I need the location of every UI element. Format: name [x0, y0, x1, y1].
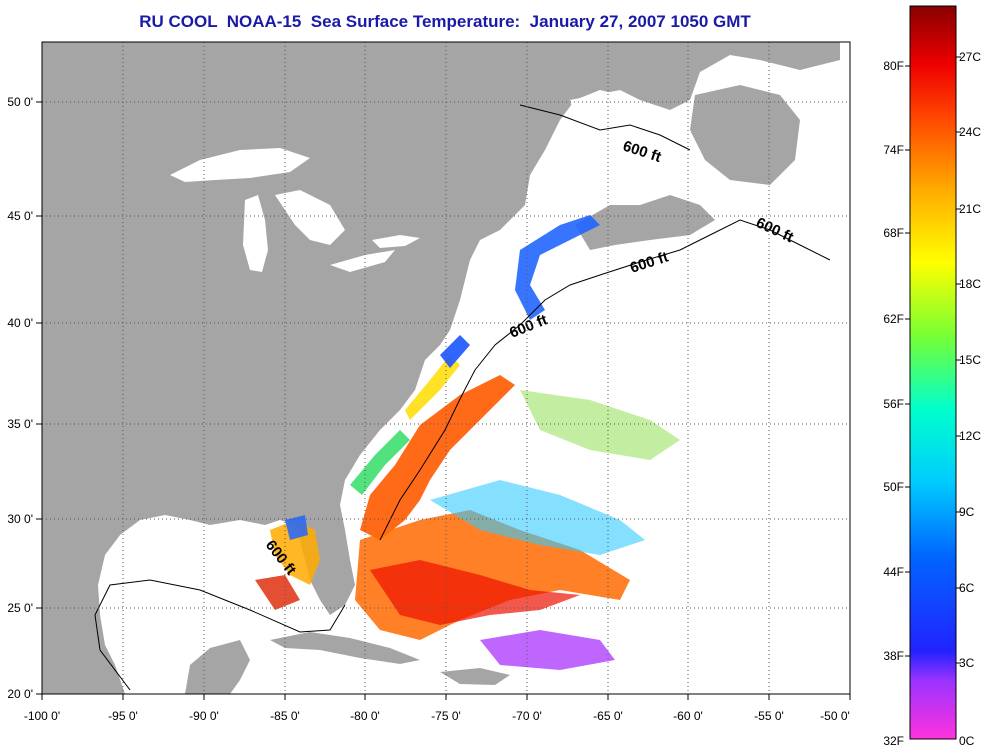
sst-swath [255, 215, 680, 670]
sst-offshore-green [520, 390, 680, 460]
isobath-600ft-gulf [94, 579, 346, 691]
sst-purple-south [480, 630, 615, 670]
colorbar-label-f: 44F [883, 565, 904, 579]
sst-gulf-red [255, 575, 300, 610]
grid-lines [42, 42, 850, 694]
x-tick-label: -100 0' [24, 709, 60, 723]
land-maritimes [575, 195, 715, 250]
x-tick-label: -75 0' [431, 709, 461, 723]
map-title: RU COOL NOAA-15 Sea Surface Temperature:… [139, 12, 751, 31]
colorbar-label-f: 56F [883, 397, 904, 411]
x-axis-labels: -100 0' -95 0' -90 0' -85 0' -80 0' -75 … [24, 709, 850, 723]
sst-shelf-yellow [405, 355, 460, 420]
y-tick-label: 20 0' [7, 687, 33, 701]
colorbar-label-f: 38F [883, 649, 904, 663]
x-tick-label: -65 0' [593, 709, 623, 723]
isobath-600ft [94, 104, 831, 691]
y-tick-label: 25 0' [7, 601, 33, 615]
y-axis-labels: 20 0' 25 0' 30 0' 35 0' 40 0' 45 0' 50 0… [7, 95, 33, 701]
land-cuba [270, 632, 420, 664]
x-tick-label: -95 0' [108, 709, 138, 723]
isobath-600ft-gom [519, 104, 691, 151]
colorbar-label-c: 3C [959, 656, 975, 670]
colorbar-label-f: 32F [883, 734, 904, 748]
land-yucatan [185, 640, 250, 694]
land-north-america [42, 42, 840, 694]
colorbar-label-c: 15C [959, 353, 981, 367]
colorbar-label-c: 21C [959, 202, 981, 216]
colorbar-label-f: 74F [883, 143, 904, 157]
colorbar-label-f: 80F [883, 59, 904, 73]
colorbar-label-c: 6C [959, 581, 975, 595]
x-tick-label: -60 0' [673, 709, 703, 723]
sst-gulf-blue [285, 515, 308, 540]
x-tick-label: -55 0' [754, 709, 784, 723]
x-tick-label: -80 0' [350, 709, 380, 723]
gulf-st-lawrence [570, 90, 700, 195]
y-tick-label: 50 0' [7, 95, 33, 109]
y-tick-label: 35 0' [7, 417, 33, 431]
colorbar-label-f: 62F [883, 312, 904, 326]
lake-superior [170, 148, 310, 182]
lake-erie [330, 250, 395, 272]
sst-south-red [370, 560, 580, 625]
lake-huron [275, 190, 345, 245]
tick-marks [36, 101, 851, 700]
colorbar-label-c: 24C [959, 125, 981, 139]
sst-gulf-stream-orange [360, 375, 515, 540]
colorbar-bar [909, 5, 957, 740]
sst-coastal-blue [440, 335, 470, 368]
land-hispaniola [440, 668, 510, 685]
colorbar-label-c: 27C [959, 50, 981, 64]
land-newfoundland [690, 85, 800, 185]
colorbar-celsius-labels: 27C 24C 21C 18C 15C 12C 9C 6C 3C 0C [959, 50, 981, 748]
sst-gulf-maine-blue [515, 215, 600, 320]
x-tick-label: -85 0' [270, 709, 300, 723]
x-tick-label: -70 0' [512, 709, 542, 723]
lake-michigan [243, 195, 268, 272]
y-tick-label: 30 0' [7, 512, 33, 526]
colorbar-label-c: 0C [959, 734, 975, 748]
x-tick-label: -50 0' [820, 709, 850, 723]
sst-gulf-florida [270, 520, 320, 585]
colorbar-ticks [905, 56, 961, 664]
isobath-600ft-east [379, 219, 831, 541]
colorbar-label-c: 12C [959, 429, 981, 443]
y-tick-label: 40 0' [7, 316, 33, 330]
colorbar-label-f: 50F [883, 480, 904, 494]
colorbar-label-f: 68F [883, 226, 904, 240]
colorbar-label-c: 9C [959, 505, 975, 519]
sst-offshore-cyan [430, 480, 645, 555]
colorbar-label-c: 18C [959, 277, 981, 291]
x-tick-label: -90 0' [189, 709, 219, 723]
lake-ontario [372, 235, 420, 248]
colorbar: 80F 74F 68F 62F 56F 50F 44F 38F 32F 27C … [883, 5, 981, 748]
colorbar-fahrenheit-labels: 80F 74F 68F 62F 56F 50F 44F 38F 32F [883, 59, 904, 748]
y-tick-label: 45 0' [7, 209, 33, 223]
